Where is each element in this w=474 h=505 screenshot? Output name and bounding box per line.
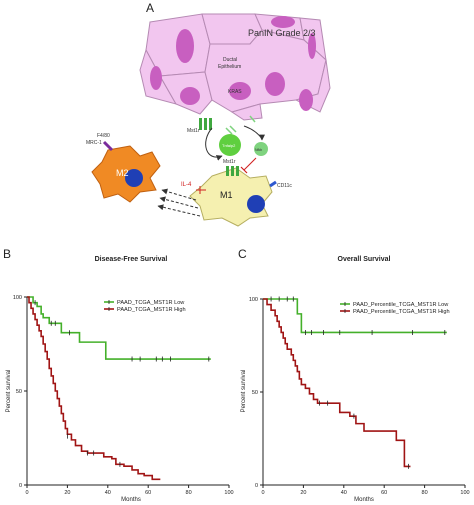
chart-c-ylabel: Percent survival bbox=[241, 370, 247, 413]
polarization-arrows bbox=[157, 188, 201, 217]
chart-b-xlabel: Months bbox=[121, 497, 141, 503]
series-line-1 bbox=[263, 298, 411, 468]
m1-label: M1 bbox=[220, 190, 233, 200]
f480-receptor bbox=[102, 140, 114, 152]
m2-nucleus bbox=[125, 169, 143, 187]
legend-label-1: PAAD_TCGA_MST1R High bbox=[117, 307, 186, 313]
y-tick-label: 100 bbox=[13, 295, 22, 301]
x-tick-label: 100 bbox=[460, 490, 469, 496]
panel-label-a: A bbox=[146, 1, 155, 15]
x-tick-label: 80 bbox=[422, 490, 428, 496]
epithelium-label: Epithelium bbox=[218, 64, 241, 70]
legend-label-0: PAAD_Percentile_TCGA_MST1R Low bbox=[353, 302, 449, 308]
legend-label-1: PAAD_Percentile_TCGA_MST1R High bbox=[353, 309, 450, 315]
il4-inhibition bbox=[196, 186, 206, 194]
y-tick-label: 100 bbox=[249, 297, 258, 303]
ligand-marks bbox=[225, 115, 256, 135]
legend-label-0: PAAD_TCGA_MST1R Low bbox=[117, 300, 185, 306]
right-signal-cell bbox=[254, 142, 268, 156]
x-tick-label: 80 bbox=[186, 490, 192, 496]
y-tick-label: 0 bbox=[255, 483, 258, 489]
x-tick-label: 100 bbox=[224, 490, 233, 496]
mst1r-receptor-m1 bbox=[226, 166, 239, 176]
chart-b-ylabel: Percent survival bbox=[6, 370, 12, 413]
x-tick-label: 0 bbox=[261, 490, 264, 496]
chart-b-title: Disease-Free Survival bbox=[95, 256, 168, 263]
x-tick-label: 0 bbox=[25, 490, 28, 496]
feedback-arrow-right bbox=[243, 125, 265, 141]
panel-label-b: B bbox=[3, 247, 12, 261]
y-tick-label: 50 bbox=[252, 390, 258, 396]
ductal-label: Ductal bbox=[223, 57, 237, 63]
x-tick-label: 60 bbox=[145, 490, 151, 496]
f480-label: F4/80 bbox=[97, 133, 110, 139]
m1-nucleus bbox=[247, 195, 265, 213]
panel-label-c: C bbox=[238, 247, 247, 261]
series-line-1 bbox=[27, 296, 161, 481]
y-tick-label: 50 bbox=[16, 389, 22, 395]
mst1r-receptor-top bbox=[199, 118, 212, 130]
mst1r-label-bottom: Mst1r bbox=[223, 159, 236, 165]
feedback-arrow-left bbox=[205, 127, 223, 161]
inhibition-bar bbox=[240, 166, 248, 174]
y-tick-label: 0 bbox=[19, 483, 22, 489]
x-tick-label: 40 bbox=[341, 490, 347, 496]
kras-label: KRAS bbox=[228, 89, 242, 95]
x-tick-label: 60 bbox=[381, 490, 387, 496]
mst1r-label-top: Mst1r bbox=[187, 128, 200, 134]
epithelium-nuclei bbox=[150, 16, 316, 111]
right-signal-label: Nfkb bbox=[255, 148, 262, 152]
inhibition-line bbox=[243, 157, 257, 171]
series-line-0 bbox=[27, 296, 211, 360]
panin-title: PanIN Grade 2/3 bbox=[248, 28, 316, 38]
center-signal-cell bbox=[219, 134, 241, 156]
il4-label: IL-4 bbox=[181, 182, 192, 188]
series-line-0 bbox=[263, 298, 447, 334]
cd11c-receptor bbox=[269, 180, 277, 188]
center-signal-label: Tnfaip2 bbox=[222, 143, 236, 148]
m2-label: M2 bbox=[116, 168, 129, 178]
chart-c-title: Overall Survival bbox=[338, 256, 391, 263]
x-tick-label: 20 bbox=[64, 490, 70, 496]
x-tick-label: 40 bbox=[105, 490, 111, 496]
chart-c-xlabel: Months bbox=[354, 497, 374, 503]
cd11c-label: CD11c bbox=[277, 183, 292, 189]
mrc1-label: MRC-1 bbox=[86, 140, 102, 146]
x-tick-label: 20 bbox=[300, 490, 306, 496]
